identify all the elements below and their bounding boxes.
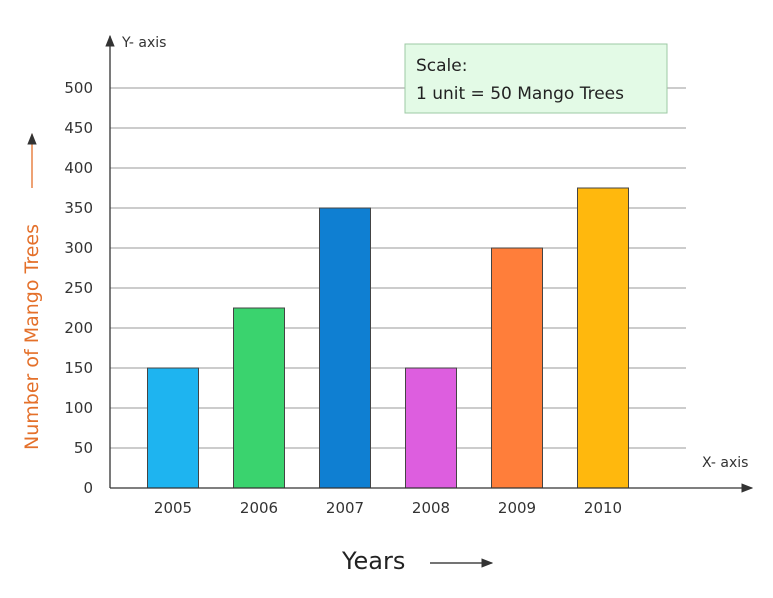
y-tick-labels: 0 50 100 150 200 250 300 350 400 450 500 [64,79,93,497]
bars [147,187,629,489]
x-tick-label: 2008 [412,499,450,517]
x-axis-title-group: Years [341,547,494,575]
bar-2008 [405,367,457,489]
bar-2007 [319,207,371,489]
x-tick-labels: 2005 2006 2007 2008 2009 2010 [154,499,622,517]
y-axis-title: Number of Mango Trees [21,224,43,450]
scale-legend-box [404,43,668,114]
bar-2010 [577,187,629,489]
y-tick-label: 350 [64,199,93,217]
y-tick-label: 100 [64,399,93,417]
y-axis-title-group: Number of Mango Trees [21,132,43,450]
y-tick-label: 400 [64,159,93,177]
y-axis-name: Y- axis [121,35,166,51]
scale-legend-title: Scale: [416,56,467,76]
y-tick-label: 450 [64,119,93,137]
x-tick-label: 2005 [154,499,192,517]
y-tick-label: 300 [64,239,93,257]
y-tick-label: 50 [74,439,93,457]
x-axis-name: X- axis [702,455,748,471]
x-tick-label: 2010 [584,499,622,517]
bar-2005 [147,367,199,489]
y-tick-label: 0 [83,479,93,497]
y-tick-label: 200 [64,319,93,337]
x-axis-title: Years [341,547,405,575]
x-tick-label: 2009 [498,499,536,517]
bar-2009 [491,247,543,489]
y-tick-label: 250 [64,279,93,297]
x-tick-label: 2006 [240,499,278,517]
y-tick-label: 150 [64,359,93,377]
scale-legend-value: 1 unit = 50 Mango Trees [416,84,624,104]
bar-2006 [233,307,285,489]
x-tick-label: 2007 [326,499,364,517]
scale-legend: Scale: 1 unit = 50 Mango Trees [404,43,668,114]
y-tick-label: 500 [64,79,93,97]
